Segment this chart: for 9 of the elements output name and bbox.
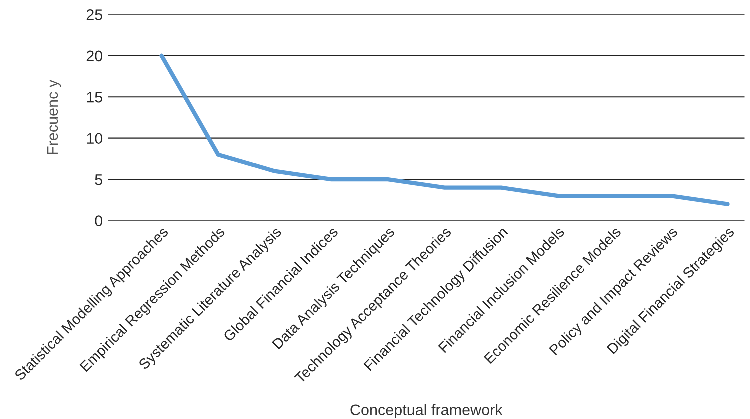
- y-tick-label: 10: [87, 133, 103, 144]
- y-tick-label: 15: [87, 92, 102, 103]
- x-axis-title: Conceptual framework: [350, 404, 503, 419]
- y-tick-label: 0: [95, 216, 103, 226]
- line-series: [160, 54, 730, 206]
- y-tick-label: 25: [86, 10, 102, 20]
- y-tick-label: 5: [95, 174, 102, 186]
- y-axis-title: Frecuenc y: [47, 80, 62, 154]
- y-tick-label: 20: [86, 50, 103, 62]
